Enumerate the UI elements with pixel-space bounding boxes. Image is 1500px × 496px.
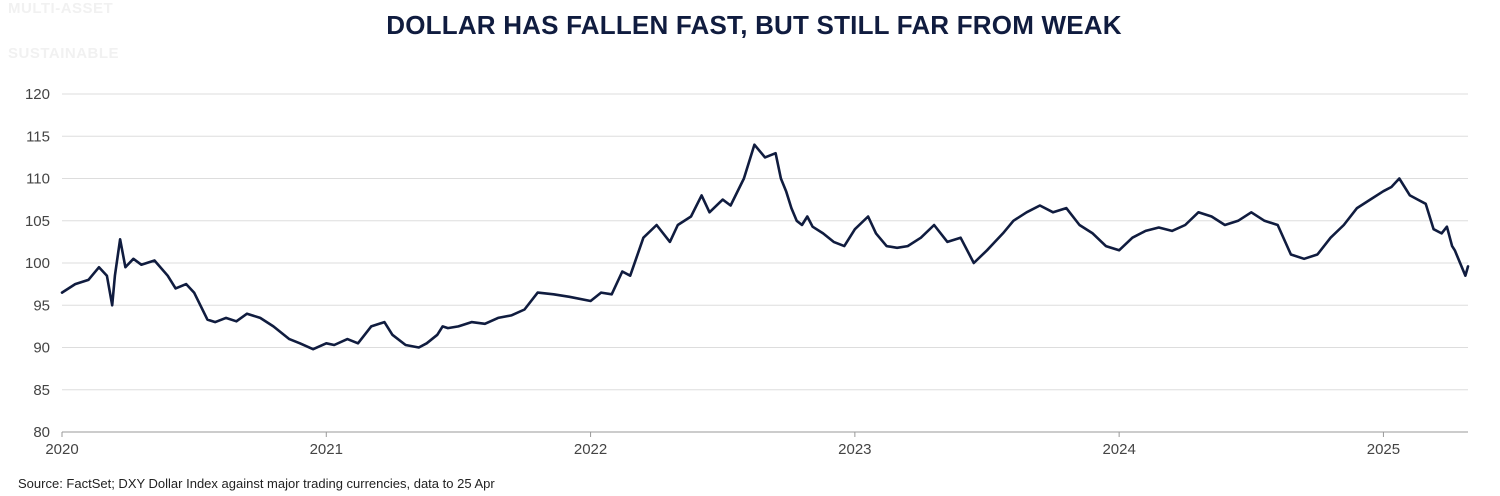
y-tick-label-90: 90	[33, 340, 50, 357]
y-tick-label-105: 105	[25, 213, 50, 230]
y-tick-label-85: 85	[33, 382, 50, 399]
y-tick-label-95: 95	[33, 297, 50, 314]
x-tick-label-2024: 2024	[1102, 441, 1135, 458]
y-tick-label-115: 115	[26, 128, 50, 145]
watermark-multi-asset: MULTI-ASSET	[8, 0, 114, 17]
axes	[61, 431, 1468, 437]
chart-title: DOLLAR HAS FALLEN FAST, BUT STILL FAR FR…	[386, 10, 1122, 40]
watermark-sustainable: SUSTAINABLE	[8, 45, 120, 62]
series-line-dxy	[60, 143, 1470, 351]
gridlines	[62, 93, 1468, 391]
x-tick-label-2025: 2025	[1367, 441, 1400, 458]
x-tick-labels: 2020 2021 2022 2023 2024 2025	[45, 441, 1400, 458]
y-tick-label-100: 100	[25, 255, 50, 272]
y-tick-label-110: 110	[26, 171, 50, 188]
y-tick-labels: 80 85 90 95 100 105 110 115 120	[25, 86, 50, 441]
x-tick-label-2021: 2021	[310, 441, 343, 458]
source-note: Source: FactSet; DXY Dollar Index agains…	[18, 476, 495, 491]
series-layer	[60, 143, 1470, 351]
x-tick-label-2022: 2022	[574, 441, 607, 458]
x-tick-label-2023: 2023	[838, 441, 871, 458]
y-tick-label-80: 80	[33, 424, 50, 441]
x-tick-label-2020: 2020	[45, 441, 78, 458]
y-tick-label-120: 120	[25, 86, 50, 103]
